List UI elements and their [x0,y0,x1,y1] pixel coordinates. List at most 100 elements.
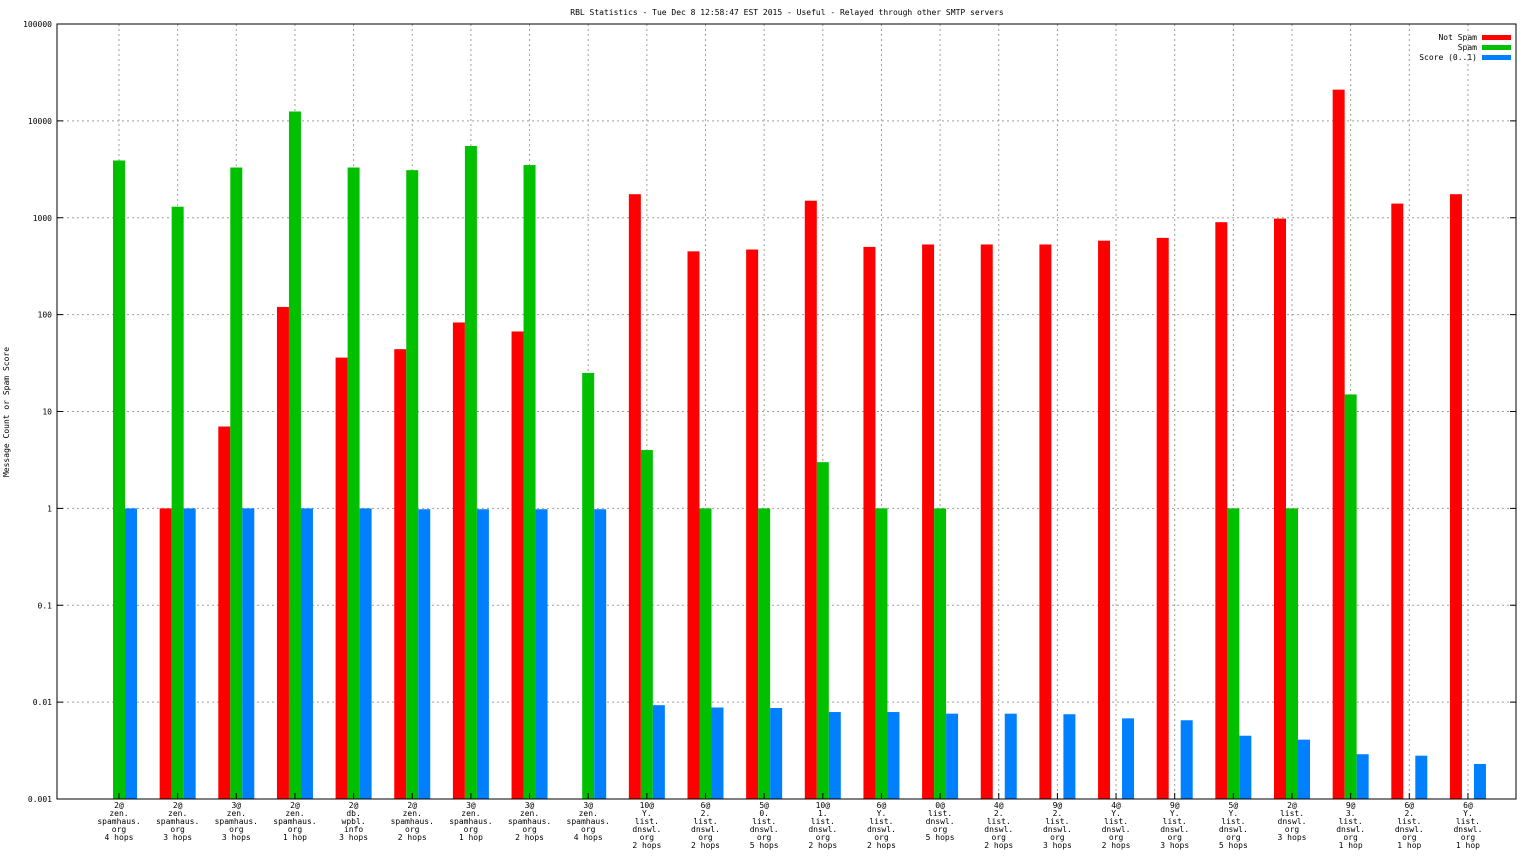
bar-not-spam [1391,203,1404,799]
x-tick-label: 4 hops [105,833,134,842]
x-tick-label: 2 hops [1102,841,1131,850]
bar-spam [758,508,771,799]
x-tick-label: org [992,833,1007,842]
x-tick-label: dnswl. [926,817,955,826]
x-tick-label: 2 hops [632,841,661,850]
bar-score [1356,754,1369,799]
x-tick-label: dnswl. [1160,825,1189,834]
bar-not-spam [1274,218,1286,799]
x-tick-label: Y. [1229,809,1239,818]
x-tick-label: spamhaus. [156,817,199,826]
bar-score [887,712,900,799]
x-tick-label: list. [1397,817,1421,826]
bar-score [1122,718,1135,799]
bar-score [711,707,724,799]
x-tick-label: 2 hops [867,841,896,850]
bar-spam [464,146,477,800]
x-tick-label: dnswl. [1278,817,1307,826]
legend-swatch [1482,45,1511,50]
x-tick-label: dnswl. [1102,825,1131,834]
x-tick-label: spamhaus. [508,817,551,826]
bar-spam [406,170,419,799]
x-tick-label: dnswl. [1043,825,1072,834]
x-tick-label: 9@ [1170,801,1180,810]
x-tick-label: 3 hops [1160,841,1189,850]
bar-score [125,508,137,799]
x-tick-label: db. [346,809,360,818]
x-tick-label: 6@ [877,801,887,810]
bar-spam [288,111,301,800]
y-tick-label: 0.01 [33,698,52,707]
x-tick-label: dnswl. [632,825,661,834]
x-tick-label: 6@ [701,801,711,810]
y-tick-label: 100 [38,311,53,320]
x-tick-label: 9@ [1346,801,1356,810]
bar-not-spam [628,194,641,799]
bar-not-spam [452,322,465,799]
bar-not-spam [980,244,993,800]
x-tick-label: 3@ [466,801,476,810]
bar-spam [699,508,712,799]
x-tick-label: list. [635,817,659,826]
x-tick-label: 5 hops [926,833,955,842]
x-tick-label: org [229,825,244,834]
x-tick-label: org [581,825,596,834]
x-tick-label: dnswl. [867,825,896,834]
x-tick-label: list. [928,809,952,818]
bar-spam [230,167,243,799]
bar-not-spam [394,349,407,799]
x-tick-label: 2@ [290,801,300,810]
bar-not-spam [922,244,935,800]
x-tick-label: 1 hop [1456,841,1480,850]
x-tick-label: 1 hop [1339,841,1363,850]
bar-spam [640,450,653,799]
x-tick-label: list. [693,817,717,826]
bar-score [242,508,255,799]
bar-not-spam [276,306,289,799]
x-tick-label: org [1343,833,1358,842]
x-tick-label: Y. [877,809,887,818]
x-tick-label: zen. [227,809,246,818]
x-tick-label: spamhaus. [97,817,140,826]
x-tick-label: list. [1045,817,1069,826]
bar-spam [1286,508,1298,799]
x-tick-label: zen. [520,809,539,818]
bar-not-spam [1449,194,1462,799]
bar-score [594,509,607,799]
bar-not-spam [335,357,348,799]
bar-spam [113,160,125,800]
x-tick-label: org [1461,833,1476,842]
x-tick-label: 3 hops [1278,833,1307,842]
x-tick-label: org [698,833,713,842]
x-tick-label: 2@ [349,801,359,810]
y-tick-label: 1000 [33,214,52,223]
bar-spam [347,167,360,799]
x-tick-label: 5@ [759,801,769,810]
x-tick-label: list. [752,817,776,826]
x-tick-label: 4 hops [574,833,603,842]
x-tick-label: 9@ [1053,801,1063,810]
x-tick-label: 3@ [525,801,535,810]
x-tick-label: 2. [701,809,711,818]
x-tick-label: 2 hops [515,833,544,842]
bar-not-spam [746,249,759,800]
bar-score [183,508,196,799]
x-tick-label: 1 hop [1397,841,1421,850]
bar-spam [1227,508,1240,799]
x-tick-label: 2 hops [808,841,837,850]
x-tick-label: 2@ [114,801,124,810]
bar-spam [875,508,888,799]
x-tick-label: org [1226,833,1241,842]
x-tick-label: zen. [461,809,480,818]
bar-score [359,508,372,799]
x-tick-label: 0. [759,809,769,818]
bar-spam [1344,394,1357,799]
y-tick-label: 10 [42,408,52,417]
legend-label: Score (0..1) [1419,53,1477,62]
bar-not-spam [863,246,876,799]
x-tick-label: 1 hop [459,833,483,842]
x-tick-label: org [1402,833,1417,842]
bar-score [946,713,959,799]
